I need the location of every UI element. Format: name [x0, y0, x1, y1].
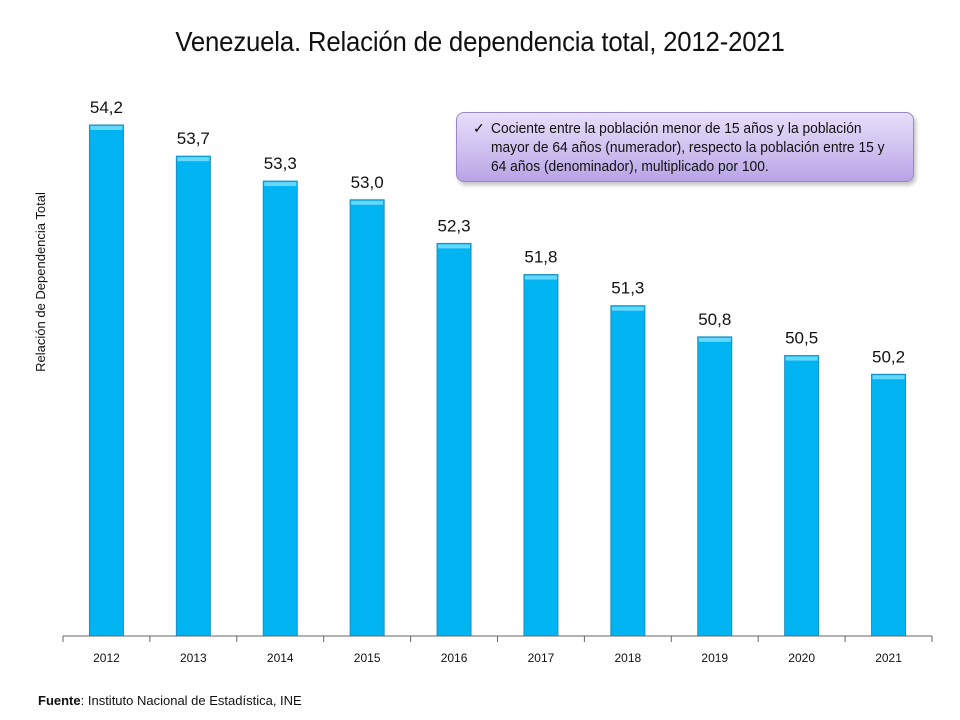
bar-2017 — [523, 274, 559, 637]
bar-highlight-2016 — [438, 244, 471, 249]
bar-2021 — [871, 373, 907, 637]
checkmark-icon: ✓ — [473, 120, 485, 136]
value-label-2013: 53,7 — [177, 129, 210, 148]
bar-highlight-2014 — [264, 182, 297, 187]
x-tick-label-2013: 2013 — [180, 651, 207, 665]
bar-2014 — [262, 180, 298, 637]
x-tick-label-2021: 2021 — [875, 651, 902, 665]
source-text: : Instituto Nacional de Estadística, INE — [80, 693, 302, 708]
y-axis-label: Relación de Dependencia Total — [33, 192, 48, 372]
value-label-2020: 50,5 — [785, 329, 818, 348]
value-label-2019: 50,8 — [698, 310, 731, 329]
x-tick-label-2019: 2019 — [701, 651, 728, 665]
bar-highlight-2017 — [524, 275, 557, 280]
chart-title: Venezuela. Relación de dependencia total… — [175, 26, 785, 57]
value-label-2015: 53,0 — [351, 173, 384, 192]
bar-2018 — [610, 305, 646, 637]
value-label-2017: 51,8 — [524, 248, 557, 267]
bar-2019 — [697, 336, 733, 637]
bar-highlight-2019 — [698, 337, 731, 342]
bar-highlight-2021 — [872, 375, 905, 380]
x-tick-label-2015: 2015 — [354, 651, 381, 665]
x-tick-label-2018: 2018 — [614, 651, 641, 665]
x-tick-label-2020: 2020 — [788, 651, 815, 665]
bar-2015 — [349, 199, 385, 637]
bar-2012 — [88, 124, 124, 637]
bars-group: 54,2 53,7 53,3 53,0 52,3 51,8 51,3 50,8 50,5 50,2 — [88, 98, 907, 637]
value-label-2014: 53,3 — [264, 154, 297, 173]
x-tick-label-2016: 2016 — [441, 651, 468, 665]
value-label-2012: 54,2 — [90, 98, 123, 117]
bar-highlight-2013 — [177, 157, 210, 162]
value-label-2021: 50,2 — [872, 347, 905, 366]
source-note: Fuente: Instituto Nacional de Estadístic… — [38, 693, 302, 708]
x-tick-label-2014: 2014 — [267, 651, 294, 665]
x-axis: 2012 2013 2014 2015 2016 2017 2018 2019 2020 2021 — [62, 635, 933, 665]
value-label-2018: 51,3 — [611, 279, 644, 298]
source-label: Fuente — [38, 693, 81, 708]
bar-highlight-2020 — [785, 356, 818, 361]
definition-callout: ✓ Cociente entre la población menor de 1… — [456, 112, 914, 182]
bar-highlight-2018 — [611, 306, 644, 311]
bar-2016 — [436, 242, 472, 637]
bar-highlight-2015 — [351, 200, 384, 205]
value-label-2016: 52,3 — [438, 216, 471, 235]
bar-2013 — [175, 155, 211, 637]
x-tick-label-2017: 2017 — [528, 651, 555, 665]
bar-highlight-2012 — [90, 126, 123, 130]
bar-2020 — [784, 355, 820, 637]
x-tick-label-2012: 2012 — [93, 651, 120, 665]
definition-text: Cociente entre la población menor de 15 … — [491, 120, 885, 175]
